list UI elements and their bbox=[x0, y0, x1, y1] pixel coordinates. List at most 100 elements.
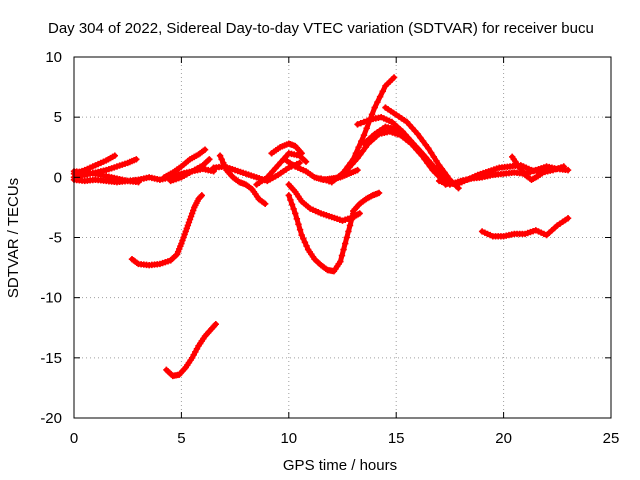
data-point bbox=[337, 258, 344, 265]
data-point bbox=[188, 210, 196, 217]
chart-title: Day 304 of 2022, Sidereal Day-to-day VTE… bbox=[48, 20, 594, 37]
data-point bbox=[371, 104, 378, 111]
data-point bbox=[560, 163, 567, 170]
data-point bbox=[190, 207, 197, 214]
data-point bbox=[301, 239, 309, 246]
data-point bbox=[285, 192, 292, 199]
data-point bbox=[425, 145, 432, 152]
y-tick-label: -20 bbox=[40, 410, 62, 427]
data-point bbox=[363, 125, 370, 132]
data-point bbox=[179, 237, 186, 244]
data-point bbox=[355, 144, 362, 151]
data-point bbox=[433, 157, 440, 165]
series-arc-16 bbox=[350, 189, 383, 215]
data-point bbox=[438, 165, 446, 173]
data-point bbox=[201, 146, 209, 153]
data-point bbox=[564, 166, 572, 174]
data-point bbox=[181, 231, 188, 238]
series-line bbox=[129, 192, 205, 268]
data-point bbox=[359, 147, 367, 155]
data-point bbox=[293, 215, 301, 223]
y-tick-label: -15 bbox=[40, 350, 62, 367]
data-point bbox=[348, 216, 355, 223]
y-axis-label: SDTVAR / TECUs bbox=[5, 178, 22, 298]
data-point bbox=[356, 210, 363, 217]
data-point bbox=[374, 98, 381, 106]
data-point bbox=[430, 153, 437, 161]
y-tick-label: 5 bbox=[54, 109, 62, 126]
data-point bbox=[357, 151, 364, 158]
data-point bbox=[216, 152, 224, 159]
data-point bbox=[435, 162, 443, 169]
x-tick-label: 0 bbox=[70, 430, 78, 447]
data-point bbox=[414, 130, 421, 138]
data-point bbox=[185, 219, 193, 226]
y-tick-label: 0 bbox=[54, 169, 62, 186]
data-point bbox=[186, 216, 194, 223]
data-point bbox=[354, 154, 361, 162]
series-arc-5 bbox=[161, 146, 209, 181]
data-point bbox=[298, 150, 305, 157]
data-point bbox=[187, 213, 195, 220]
series-arc-25 bbox=[478, 215, 572, 240]
series-arc-24 bbox=[508, 153, 550, 183]
data-point bbox=[360, 118, 368, 126]
data-point bbox=[288, 201, 296, 208]
data-point bbox=[303, 242, 310, 250]
data-point bbox=[261, 200, 269, 208]
data-point bbox=[197, 193, 205, 200]
data-point bbox=[354, 166, 361, 174]
data-point bbox=[390, 74, 398, 81]
data-point bbox=[296, 226, 304, 233]
y-tick-label: -10 bbox=[40, 290, 62, 307]
data-point bbox=[220, 159, 227, 167]
data-point bbox=[218, 156, 225, 163]
data-point bbox=[419, 138, 427, 145]
axis-ticks: 0 5 10 15 20 25 -20 -15 -10 -5 0 5 10 bbox=[40, 49, 619, 447]
data-point bbox=[302, 158, 310, 165]
data-point bbox=[111, 152, 119, 159]
data-point bbox=[180, 234, 187, 241]
data-point bbox=[368, 111, 376, 118]
y-tick-label: -5 bbox=[49, 230, 62, 247]
series-arc-10 bbox=[216, 152, 269, 208]
x-tick-label: 25 bbox=[603, 430, 620, 447]
series-line bbox=[286, 192, 356, 274]
y-tick-label: 10 bbox=[45, 49, 62, 66]
data-point bbox=[198, 192, 206, 199]
data-point bbox=[340, 246, 347, 253]
data-point bbox=[184, 222, 192, 229]
series-arc-12 bbox=[268, 140, 305, 157]
series-arc-8 bbox=[163, 320, 219, 380]
data-point bbox=[221, 163, 229, 170]
x-axis-label: GPS time / hours bbox=[283, 457, 397, 474]
data-point bbox=[354, 121, 361, 128]
series-arc-15 bbox=[285, 192, 357, 275]
data-point bbox=[298, 231, 305, 239]
data-point bbox=[341, 240, 349, 247]
data-point bbox=[287, 196, 294, 204]
x-tick-label: 20 bbox=[495, 430, 512, 447]
data-point bbox=[343, 234, 350, 241]
data-point bbox=[135, 178, 142, 186]
data-point bbox=[338, 252, 346, 259]
data-point bbox=[295, 221, 302, 228]
data-point bbox=[376, 93, 384, 100]
data-point bbox=[417, 134, 424, 141]
data-point bbox=[357, 119, 364, 127]
series-arc-21 bbox=[360, 123, 454, 186]
data-point bbox=[345, 228, 352, 235]
data-point bbox=[292, 210, 299, 217]
data-point bbox=[375, 189, 383, 197]
series-arc-3 bbox=[70, 165, 217, 186]
data-point bbox=[206, 156, 213, 163]
data-point bbox=[360, 132, 368, 139]
data-point bbox=[427, 149, 435, 156]
data-point bbox=[422, 141, 429, 149]
series-arc-7 bbox=[128, 192, 206, 269]
data-point bbox=[543, 166, 550, 174]
grid-lines bbox=[74, 57, 611, 418]
data-point bbox=[379, 88, 386, 95]
data-series bbox=[70, 74, 572, 380]
